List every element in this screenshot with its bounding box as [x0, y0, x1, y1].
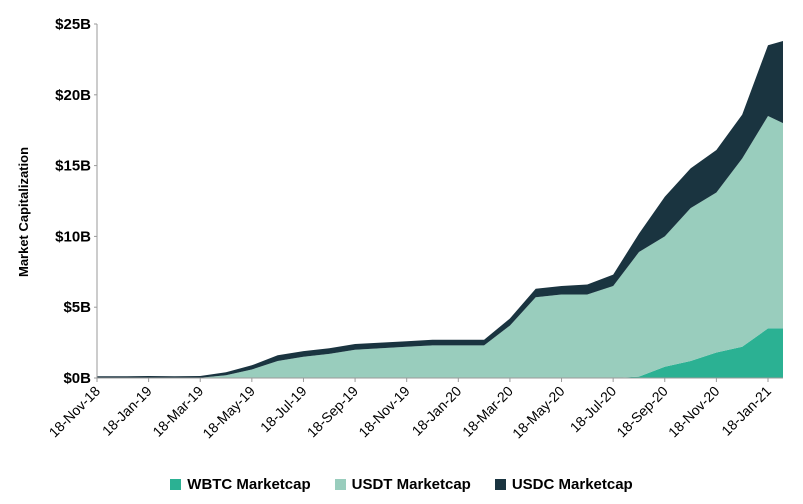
legend-label-usdc: USDC Marketcap — [511, 475, 633, 493]
series-area-usdt — [97, 116, 783, 378]
x-tick-label: 18-Nov-18 — [46, 383, 104, 441]
legend-swatch-wbtc — [170, 478, 182, 490]
x-tick-label: 18-May-19 — [199, 383, 258, 442]
y-axis-label: Market Capitalization — [16, 147, 31, 277]
x-tick-label: 18-May-20 — [509, 383, 568, 442]
y-tick-label: $20B — [55, 87, 91, 104]
x-tick-label: 18-Sep-19 — [304, 383, 362, 441]
legend: WBTC Marketcap USDT Marketcap USDC Marke… — [0, 472, 803, 496]
series-areas — [97, 41, 783, 378]
x-tick-label: 18-Jul-20 — [567, 383, 620, 436]
x-tick-label: 18-Jan-20 — [409, 383, 465, 439]
x-tick-label: 18-Nov-20 — [665, 383, 723, 441]
y-ticks: $0B $5B $10B $15B $20B $25B — [55, 16, 97, 387]
legend-item-wbtc: WBTC Marketcap — [170, 475, 311, 493]
y-tick-label: $15B — [55, 158, 91, 175]
legend-label-wbtc: WBTC Marketcap — [187, 475, 311, 493]
x-tick-label: 18-Jul-19 — [257, 383, 310, 436]
x-tick-label: 18-Mar-20 — [459, 383, 516, 440]
x-tick-label: 18-Nov-19 — [355, 383, 413, 441]
y-tick-label: $0B — [63, 370, 91, 387]
y-tick-label: $25B — [55, 16, 91, 33]
x-tick-label: 18-Sep-20 — [613, 383, 671, 441]
legend-label-usdt: USDT Marketcap — [351, 475, 471, 493]
series-area-wbtc — [97, 328, 783, 378]
x-tick-label: 18-Mar-19 — [149, 383, 206, 440]
legend-swatch-usdt — [334, 478, 346, 490]
axes — [96, 24, 783, 379]
legend-item-usdc: USDC Marketcap — [494, 475, 633, 493]
y-tick-label: $5B — [63, 299, 91, 316]
y-tick-label: $10B — [55, 228, 91, 245]
legend-item-usdt: USDT Marketcap — [334, 475, 471, 493]
x-tick-label: 18-Jan-21 — [718, 383, 774, 439]
legend-swatch-usdc — [494, 478, 506, 490]
x-tick-label: 18-Jan-19 — [99, 383, 155, 439]
